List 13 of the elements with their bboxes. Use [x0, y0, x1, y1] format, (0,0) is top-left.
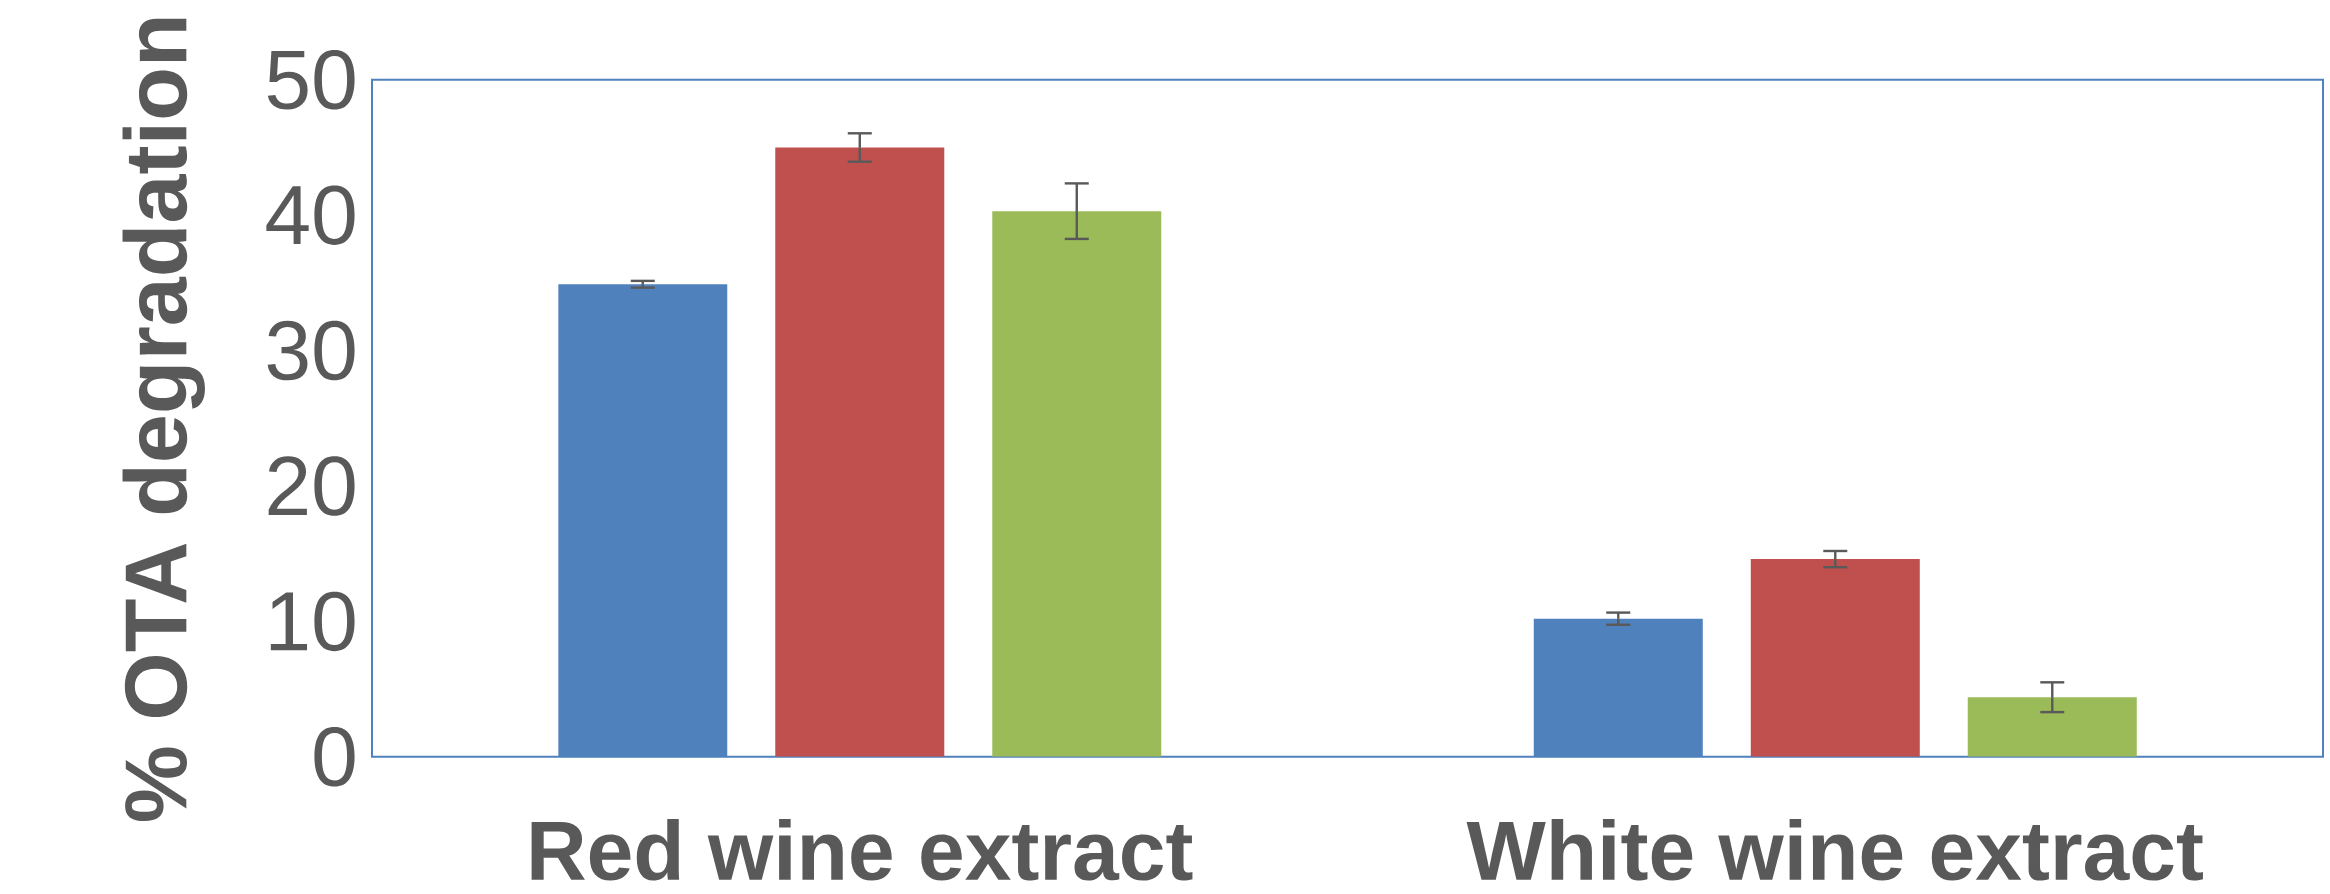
x-tick-label: Red wine extract [531, 818, 1193, 881]
bar [1750, 559, 1920, 757]
y-tick-label: 10 [270, 591, 355, 652]
y-tick-label: 30 [267, 320, 355, 381]
y-axis-title: % OTA degradation [122, 18, 205, 822]
bar [1967, 697, 2137, 757]
bar [775, 147, 945, 757]
y-tick-label: 0 [314, 727, 355, 787]
y-tick-label: 40 [266, 185, 355, 245]
y-tick-label: 20 [268, 456, 355, 516]
bar [992, 211, 1162, 757]
x-tick-label: White wine extract [1466, 818, 2203, 881]
y-tick-label: 50 [267, 50, 355, 110]
